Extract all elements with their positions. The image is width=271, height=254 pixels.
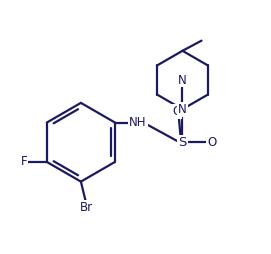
Text: O: O bbox=[207, 136, 216, 149]
Text: Br: Br bbox=[79, 200, 92, 214]
Text: N: N bbox=[178, 103, 187, 116]
Text: F: F bbox=[21, 155, 27, 168]
Text: NH: NH bbox=[129, 116, 147, 129]
Text: S: S bbox=[178, 136, 187, 149]
Text: N: N bbox=[178, 73, 187, 87]
Text: O: O bbox=[172, 105, 182, 118]
